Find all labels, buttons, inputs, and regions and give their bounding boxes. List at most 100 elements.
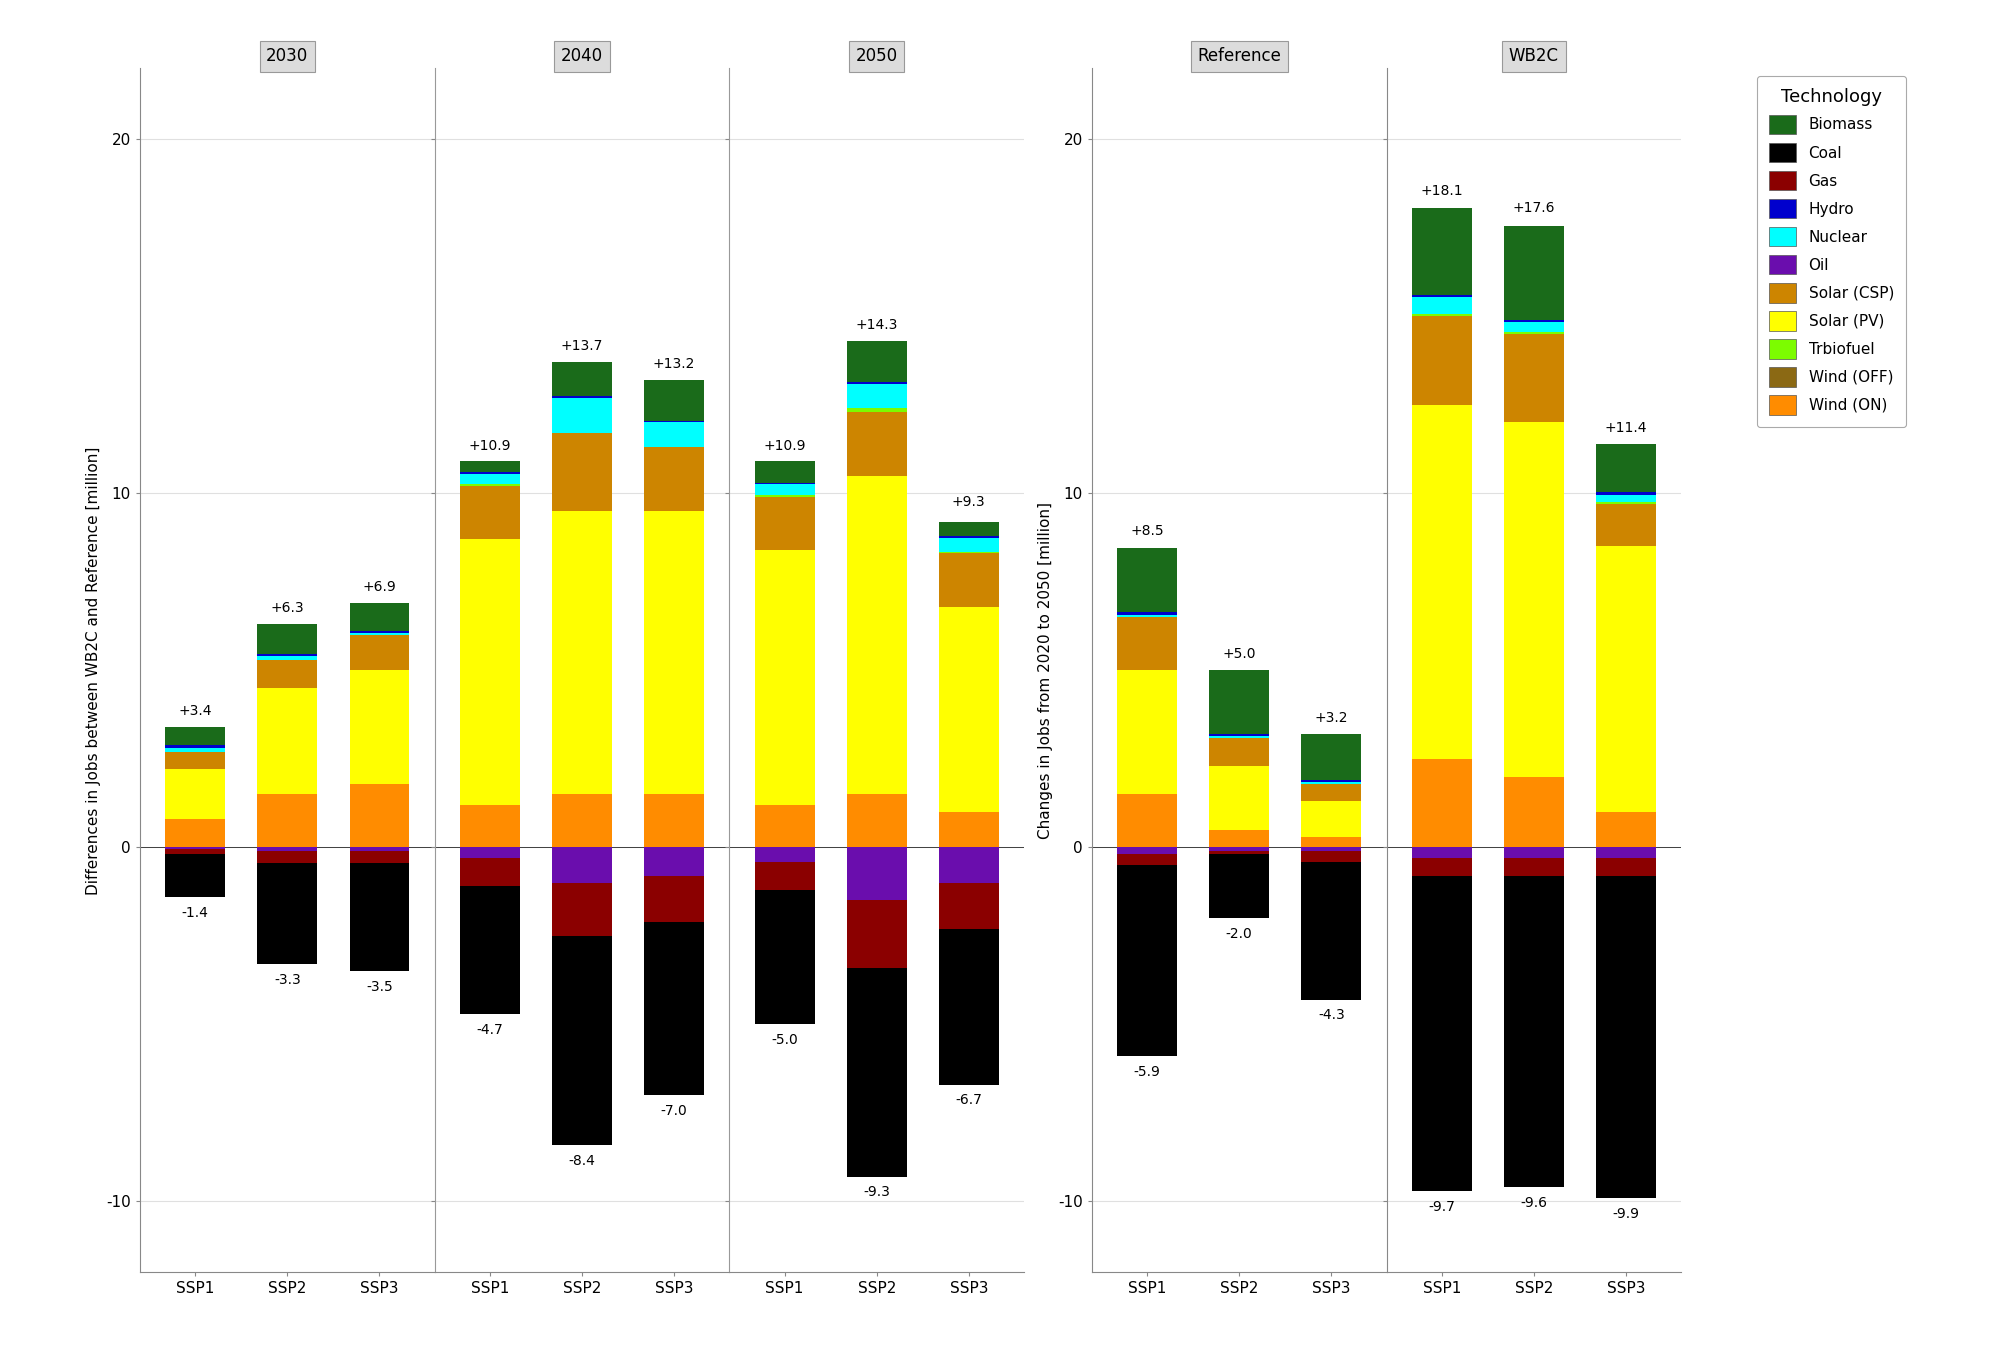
- Bar: [1302, 802, 1362, 837]
- Bar: [166, 726, 226, 744]
- Bar: [350, 851, 410, 863]
- Bar: [754, 847, 814, 862]
- Bar: [754, 550, 814, 804]
- Title: 2050: 2050: [856, 48, 898, 66]
- Text: -3.3: -3.3: [274, 973, 300, 988]
- Text: +6.9: +6.9: [362, 580, 396, 594]
- Bar: [846, 382, 906, 383]
- Bar: [1118, 855, 1178, 865]
- Bar: [644, 380, 704, 421]
- Y-axis label: Changes in Jobs from 2020 to 2050 [million]: Changes in Jobs from 2020 to 2050 [milli…: [1038, 502, 1052, 839]
- Bar: [552, 434, 612, 512]
- Bar: [1596, 495, 1656, 502]
- Bar: [350, 863, 410, 971]
- Bar: [1504, 858, 1564, 876]
- Text: -5.9: -5.9: [1134, 1066, 1160, 1079]
- Bar: [1412, 297, 1472, 315]
- Bar: [350, 633, 410, 635]
- Bar: [166, 744, 226, 748]
- Bar: [460, 473, 520, 484]
- Text: +8.5: +8.5: [1130, 524, 1164, 538]
- Bar: [460, 484, 520, 486]
- Bar: [1118, 670, 1178, 795]
- Bar: [552, 363, 612, 395]
- Bar: [938, 551, 998, 554]
- Bar: [258, 688, 318, 795]
- Bar: [166, 855, 226, 897]
- Bar: [460, 539, 520, 804]
- Text: +14.3: +14.3: [856, 319, 898, 332]
- Bar: [258, 795, 318, 847]
- Text: -7.0: -7.0: [660, 1104, 688, 1118]
- Bar: [552, 395, 612, 398]
- Text: -6.7: -6.7: [956, 1093, 982, 1108]
- Bar: [754, 804, 814, 847]
- Bar: [846, 412, 906, 476]
- Text: -3.5: -3.5: [366, 979, 392, 995]
- Bar: [258, 624, 318, 654]
- Bar: [460, 847, 520, 858]
- Text: +17.6: +17.6: [1512, 201, 1556, 215]
- Bar: [1412, 405, 1472, 759]
- Bar: [644, 795, 704, 847]
- Bar: [1118, 847, 1178, 855]
- Bar: [938, 606, 998, 813]
- Bar: [1596, 858, 1656, 876]
- Text: +6.3: +6.3: [270, 602, 304, 616]
- Bar: [846, 408, 906, 412]
- Bar: [1210, 737, 1270, 766]
- Bar: [1302, 735, 1362, 780]
- Bar: [938, 554, 998, 606]
- Bar: [1412, 858, 1472, 876]
- Bar: [1596, 847, 1656, 858]
- Bar: [1412, 315, 1472, 316]
- Bar: [350, 670, 410, 784]
- Bar: [460, 804, 520, 847]
- Bar: [938, 813, 998, 847]
- Bar: [1596, 813, 1656, 847]
- Bar: [754, 495, 814, 497]
- Bar: [938, 521, 998, 536]
- Bar: [552, 795, 612, 847]
- Bar: [166, 850, 226, 855]
- Legend: Biomass, Coal, Gas, Hydro, Nuclear, Oil, Solar (CSP), Solar (PV), Trbiofuel, Win: Biomass, Coal, Gas, Hydro, Nuclear, Oil,…: [1756, 77, 1906, 427]
- Bar: [846, 476, 906, 795]
- Bar: [350, 632, 410, 633]
- Bar: [350, 784, 410, 847]
- Bar: [166, 769, 226, 819]
- Bar: [1504, 777, 1564, 847]
- Text: +5.0: +5.0: [1222, 647, 1256, 662]
- Bar: [938, 536, 998, 538]
- Bar: [552, 936, 612, 1145]
- Bar: [1504, 334, 1564, 423]
- Text: -9.6: -9.6: [1520, 1196, 1548, 1211]
- Bar: [1596, 546, 1656, 813]
- Bar: [1210, 847, 1270, 851]
- Bar: [1412, 876, 1472, 1190]
- Bar: [1596, 503, 1656, 546]
- Bar: [1412, 295, 1472, 297]
- Bar: [754, 461, 814, 483]
- Bar: [644, 512, 704, 795]
- Bar: [1596, 443, 1656, 491]
- Bar: [938, 847, 998, 882]
- Bar: [552, 512, 612, 795]
- Bar: [1118, 617, 1178, 670]
- Bar: [1210, 855, 1270, 918]
- Text: +13.7: +13.7: [560, 339, 604, 353]
- Y-axis label: Differences in Jobs between WB2C and Reference [million]: Differences in Jobs between WB2C and Ref…: [86, 446, 100, 895]
- Bar: [938, 538, 998, 551]
- Bar: [1504, 332, 1564, 334]
- Bar: [1302, 782, 1362, 784]
- Bar: [1504, 320, 1564, 321]
- Bar: [1210, 829, 1270, 847]
- Bar: [1302, 837, 1362, 847]
- Bar: [938, 929, 998, 1085]
- Bar: [1210, 735, 1270, 736]
- Bar: [644, 847, 704, 876]
- Bar: [1118, 865, 1178, 1056]
- Text: +9.3: +9.3: [952, 495, 986, 509]
- Bar: [846, 900, 906, 967]
- Bar: [166, 748, 226, 752]
- Text: -9.9: -9.9: [1612, 1207, 1640, 1220]
